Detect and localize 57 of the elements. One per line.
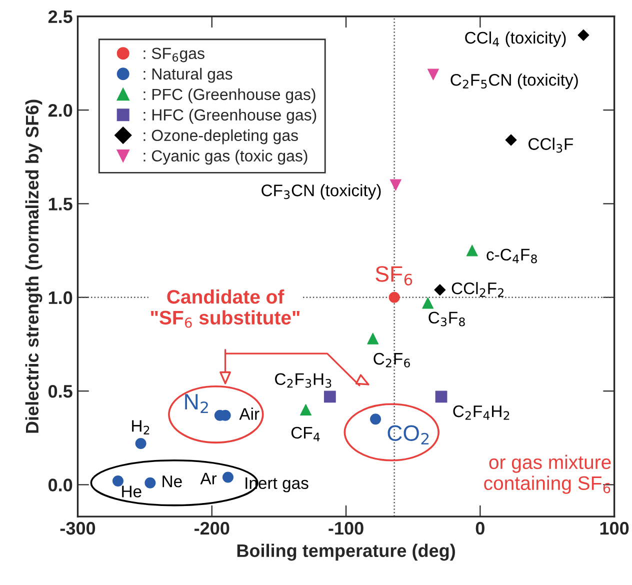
- annotation: Ar: [200, 472, 217, 484]
- annotation: C$_{3}$F$_{8}$: [428, 312, 465, 326]
- annotation: C$_{2}$F$_{6}$: [374, 352, 410, 368]
- legend-label: : PFC (Greenhouse gas): [144, 88, 316, 104]
- point: [434, 284, 446, 296]
- annotation: c-C$_{4}$F$_{8}$: [486, 248, 537, 264]
- y-tick-label: 0.5: [48, 384, 72, 398]
- x-axis-title: Boiling temperature (deg): [237, 544, 455, 561]
- annotation: CO$_{2}$: [388, 425, 429, 444]
- x-tick-label: -200: [194, 522, 230, 535]
- annotation: C$_{2}$F$_{3}$H$_{3}$: [275, 373, 332, 388]
- point: [388, 292, 400, 303]
- annotation: N$_{2}$: [185, 394, 208, 413]
- y-tick-label: 2.5: [48, 10, 72, 24]
- x-tick-label: -100: [328, 522, 364, 535]
- x-tick-label: -300: [60, 522, 96, 535]
- annotation: Air: [239, 408, 260, 420]
- point: [370, 414, 382, 425]
- annotation: C$_{2}$F$_{5}$CN (toxicity): [450, 74, 578, 90]
- point: [435, 390, 448, 403]
- legend-label: : Cyanic gas (toxic gas): [144, 150, 308, 165]
- y-tick-label: 2.0: [48, 104, 72, 117]
- annotation: or gas mixture containing SF$_{6}$: [484, 454, 611, 494]
- annotation: C$_{2}$F$_{4}$H$_{2}$: [453, 405, 510, 420]
- y-tick-label: 1.0: [48, 291, 72, 304]
- annotation: Candidate of "SF$_{6}$ substitute": [151, 289, 300, 328]
- point: [466, 244, 478, 256]
- legend-label: : HFC (Greenhouse gas): [144, 108, 316, 124]
- point: [427, 68, 439, 80]
- point: [367, 332, 379, 344]
- point: [222, 472, 234, 483]
- point: [422, 297, 434, 309]
- point: [135, 438, 146, 449]
- point: [144, 477, 156, 488]
- legend-label: : SF$_{6}$gas: [144, 48, 204, 62]
- legend-label: : Natural gas: [144, 68, 232, 83]
- point: [300, 404, 312, 416]
- x-tick-label: 100: [600, 522, 629, 535]
- annotation: CCl$_{4}$ (toxicity): [465, 31, 566, 47]
- point: [390, 179, 402, 191]
- annotation: CF$_{4}$: [291, 426, 320, 442]
- annotation: He: [122, 486, 142, 498]
- point: [324, 390, 336, 403]
- legend-label: : Ozone-depleting gas: [144, 129, 298, 144]
- annotation: CCl$_{2}$F$_{2}$: [452, 282, 504, 297]
- point: [505, 134, 517, 146]
- y-axis-title: Dielectric strength (normalized by SF6): [25, 100, 42, 433]
- annotation: Ne: [162, 476, 182, 488]
- annotation: SF$_{6}$: [376, 266, 412, 286]
- point: [112, 475, 124, 486]
- y-tick-label: 0.0: [48, 478, 72, 492]
- point: [578, 29, 590, 41]
- x-tick-label: 0: [476, 522, 484, 535]
- annotation: H$_{2}$: [132, 420, 150, 434]
- y-tick-label: 1.5: [48, 198, 72, 210]
- annotation: CF$_{3}$CN (toxicity): [262, 184, 381, 200]
- annotation: CCl$_{3}$F: [528, 138, 574, 153]
